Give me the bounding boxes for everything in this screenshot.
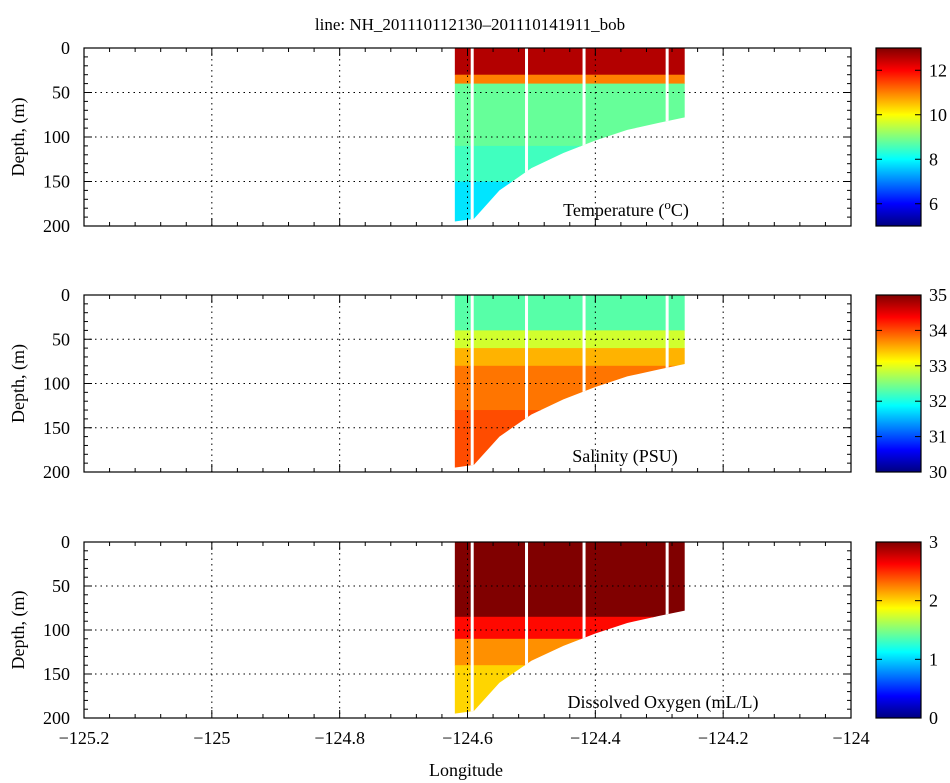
y-tick-label: 0 <box>61 532 70 552</box>
chart-title: line: NH_201110112130–201110141911_bob <box>315 15 625 34</box>
x-tick-label: −124.8 <box>314 728 365 748</box>
y-axis-label: Depth, (m) <box>8 591 29 670</box>
colorbar-tick-label: 8 <box>929 149 938 169</box>
colorbar <box>875 47 922 227</box>
data-layer <box>454 83 685 147</box>
x-tick-label: −124 <box>832 728 869 748</box>
panel-label-main: Dissolved Oxygen (mL/L) <box>568 692 759 713</box>
x-axis-label: Longitude <box>429 760 503 780</box>
data-layer <box>454 365 685 411</box>
colorbar-tick-label: 30 <box>929 462 947 482</box>
panel-label: Temperature (oC) <box>563 197 689 221</box>
x-tick-label: −125.2 <box>59 728 110 748</box>
transect-gap <box>470 542 474 714</box>
colorbar-tick-label: 10 <box>929 105 947 125</box>
y-tick-label: 100 <box>43 127 70 147</box>
colorbar <box>875 541 922 719</box>
data-layer <box>454 295 685 331</box>
y-tick-label: 200 <box>43 216 70 236</box>
data-layer <box>454 48 685 76</box>
data-layer <box>454 145 685 182</box>
x-tick-label: −125 <box>193 728 230 748</box>
colorbar-tick-label: 6 <box>929 194 938 214</box>
colorbar-tick-label: 0 <box>929 708 938 728</box>
y-tick-label: 150 <box>43 664 70 684</box>
y-axis-label: Depth, (m) <box>8 98 29 177</box>
colorbar-tick-label: 1 <box>929 649 938 669</box>
y-axis-label: Depth, (m) <box>8 344 29 423</box>
transect-gap <box>525 48 529 222</box>
colorbar-tick-label: 32 <box>929 391 947 411</box>
data-layer <box>454 330 685 349</box>
colorbar-tick-label: 33 <box>929 356 947 376</box>
transect-gap <box>525 295 529 468</box>
y-tick-label: 150 <box>43 172 70 192</box>
data-layer <box>454 542 685 618</box>
colorbar <box>875 294 922 473</box>
y-tick-label: 100 <box>43 374 70 394</box>
y-tick-label: 0 <box>61 38 70 58</box>
x-tick-label: −124.6 <box>442 728 493 748</box>
data-layer <box>454 638 685 666</box>
transect-gap <box>470 295 474 468</box>
transect-gap <box>582 295 586 468</box>
y-tick-label: 150 <box>43 418 70 438</box>
colorbar-tick-label: 2 <box>929 591 938 611</box>
y-tick-label: 50 <box>52 576 70 596</box>
panel-label-sup: o <box>664 197 671 212</box>
panel-3: 0 50 100 150 200 Depth, (m) Dissolved Oxygen (… <box>8 532 938 728</box>
panel-label-main: Temperature ( <box>563 200 664 221</box>
panel-1: 0 50 100 150 200 Depth, (m) Temperature (oC) 6 8… <box>8 38 947 236</box>
y-tick-label: 200 <box>43 708 70 728</box>
colorbar-tick-label: 34 <box>929 320 947 340</box>
x-tick-label: −124.4 <box>570 728 621 748</box>
y-tick-label: 100 <box>43 620 70 640</box>
data-layer <box>454 74 685 85</box>
transect-gap <box>582 542 586 714</box>
panel-label-tail: C) <box>671 200 689 221</box>
x-tick-label: −124.2 <box>698 728 749 748</box>
transect-gap <box>582 48 586 222</box>
panel-label-main: Salinity (PSU) <box>572 446 678 467</box>
colorbar-tick-label: 12 <box>929 60 947 80</box>
transect-gap <box>470 48 474 222</box>
panel-2: 0 50 100 150 200 Depth, (m) Salinity (PSU) 30 31… <box>8 285 947 482</box>
panel-label: Dissolved Oxygen (mL/L) <box>568 692 759 713</box>
panel-label: Salinity (PSU) <box>572 446 678 467</box>
y-tick-label: 50 <box>52 83 70 103</box>
colorbar-tick-label: 3 <box>929 532 938 552</box>
y-tick-label: 0 <box>61 285 70 305</box>
data-layer <box>454 616 685 640</box>
transect-gap <box>525 542 529 714</box>
colorbar-tick-label: 31 <box>929 427 947 447</box>
y-tick-label: 200 <box>43 462 70 482</box>
data-layer <box>454 348 685 367</box>
y-tick-label: 50 <box>52 329 70 349</box>
colorbar-tick-label: 35 <box>929 285 947 305</box>
